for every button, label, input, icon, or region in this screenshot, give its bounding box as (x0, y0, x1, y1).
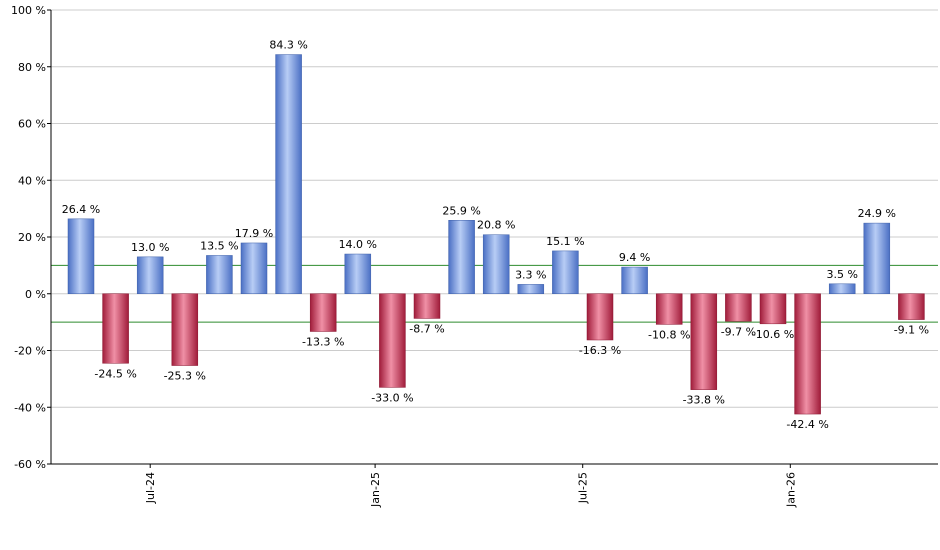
data-label: 13.5 % (200, 239, 238, 252)
bar-positive (240, 242, 268, 295)
y-tick-labels: 100 % 80 % 60 % 40 % 20 % 0 % -20 % -40 % -60 % (11, 4, 46, 471)
data-label: -25.3 % (164, 370, 206, 383)
x-tick-labels: Jul-24 Jan-25 Jul-25 Jan-26 (144, 472, 797, 508)
data-label: 20.8 % (477, 219, 515, 232)
data-label: 15.1 % (546, 235, 584, 248)
bar-positive (517, 284, 545, 295)
data-label: -24.5 % (94, 367, 136, 380)
y-tick-label: 100 % (11, 4, 46, 17)
data-label: -33.0 % (371, 391, 413, 404)
data-label: -33.8 % (683, 394, 725, 407)
y-tick-label: 80 % (18, 61, 46, 74)
data-label: -9.7 % (721, 325, 756, 338)
bar-positive (552, 250, 579, 294)
bar-negative (725, 293, 752, 322)
data-label: 9.4 % (619, 251, 650, 264)
bar-negative (379, 293, 406, 388)
x-tick-label: Jul-25 (577, 472, 590, 504)
bar-positive (344, 253, 372, 294)
y-tick-label: -60 % (14, 458, 46, 471)
bar-negative (898, 293, 925, 320)
data-label: -9.1 % (894, 324, 929, 337)
data-label: -16.3 % (579, 344, 621, 357)
data-label: 84.3 % (269, 39, 307, 52)
bar-negative (794, 293, 821, 415)
data-label: 13.0 % (131, 241, 169, 254)
data-labels: 26.4 % -24.5 % 13.0 % -25.3 % 13.5 %17.9 % 84… (62, 39, 929, 432)
data-label: 3.5 % (826, 268, 857, 281)
bar-positive (828, 283, 856, 295)
y-tick-label: 20 % (18, 231, 46, 244)
bar-positive (482, 234, 510, 294)
bar-negative (171, 293, 199, 366)
x-tick-label: Jan-25 (369, 472, 382, 508)
data-label: -8.7 % (409, 322, 444, 335)
y-tick-label: 40 % (18, 174, 46, 187)
bar-negative (413, 293, 441, 319)
data-label: -10.8 % (648, 328, 690, 341)
data-label: 3.3 % (515, 268, 546, 281)
bar-negative (655, 293, 683, 325)
bars (67, 54, 925, 415)
data-label: 25.9 % (442, 204, 480, 217)
data-label: 17.9 % (235, 227, 273, 240)
bar-positive (448, 220, 475, 294)
bar-positive (67, 218, 95, 294)
bar-positive (863, 222, 891, 294)
x-tick-label: Jul-24 (144, 472, 157, 504)
data-label: 14.0 % (339, 238, 377, 251)
bar-negative (690, 293, 718, 390)
axes (47, 9, 938, 468)
data-label: -13.3 % (302, 335, 344, 348)
y-tick-label: 0 % (25, 288, 46, 301)
bar-negative (309, 293, 337, 332)
data-label: -42.4 % (786, 418, 828, 431)
bar-positive (275, 54, 302, 294)
x-tick-label: Jan-26 (784, 472, 797, 508)
data-label: 26.4 % (62, 203, 100, 216)
bar-positive (206, 255, 233, 295)
data-label: -10.6 % (752, 328, 794, 341)
y-tick-label: 60 % (18, 118, 46, 131)
data-label: 24.9 % (858, 207, 896, 220)
bar-negative (102, 293, 129, 364)
bar-negative (586, 293, 614, 341)
bar-negative (759, 293, 787, 325)
y-tick-label: -20 % (14, 345, 46, 358)
y-tick-label: -40 % (14, 401, 46, 414)
bar-positive (136, 256, 164, 294)
bar-positive (621, 266, 648, 295)
